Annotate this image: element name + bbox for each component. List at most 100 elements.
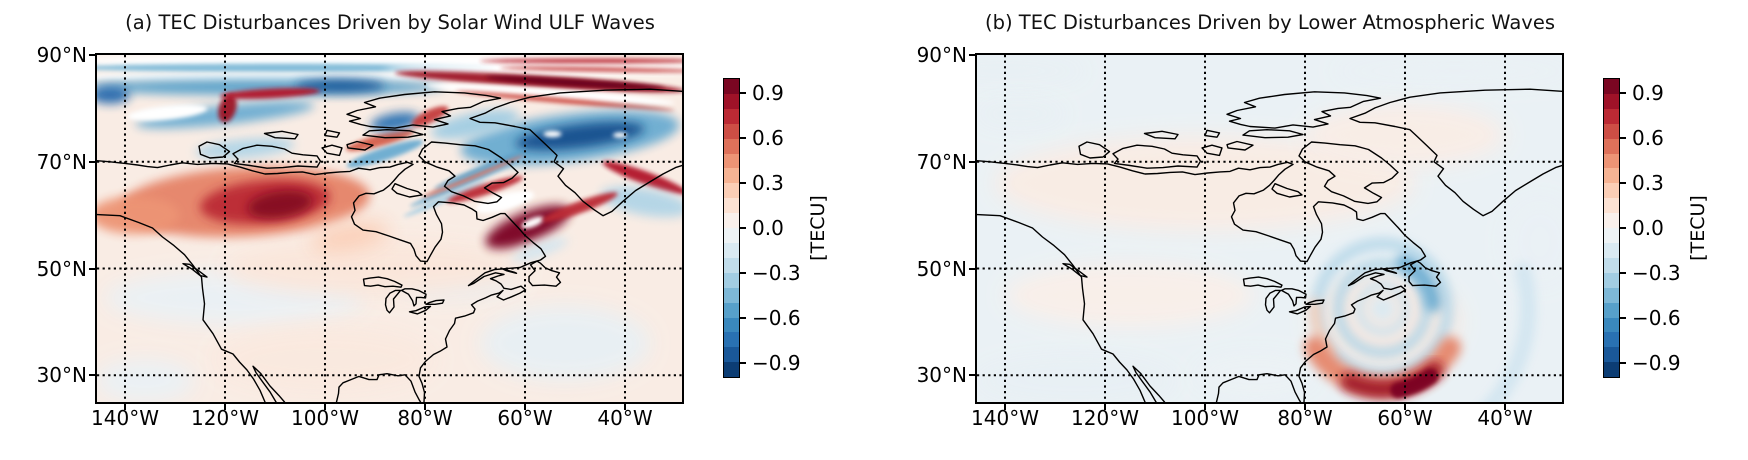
colorbar-tick-mark [1620,362,1626,364]
panel-b-title: (b) TEC Disturbances Driven by Lower Atm… [985,11,1555,34]
y-tick-label: 70°N [916,149,967,174]
x-tick-mark [624,404,626,411]
colorbar-tick-label: −0.9 [1632,351,1681,375]
colorbar-tick-label: 0.0 [1632,216,1664,240]
colorbar-segment [1604,302,1619,318]
map-panel-a [94,52,684,404]
colorbar-tick-mark [740,362,746,364]
colorbar-segment [724,108,739,124]
y-tick-mark [968,267,975,270]
graticule [976,54,1562,402]
contour-map-b [976,54,1562,402]
coastlines [976,88,1562,402]
colorbar-segment [1604,317,1619,333]
colorbar-segment [724,302,739,318]
colorbar-tick-label: 0.6 [752,126,784,150]
x-tick-mark [224,404,226,411]
colorbar-segment [1604,347,1619,363]
x-tick-mark [1104,404,1106,411]
y-tick-label: 50°N [36,256,87,281]
colorbar-segment [724,79,739,94]
colorbar-segment [1604,153,1619,169]
colorbar-tick-mark [1620,272,1626,274]
colorbar-segment [724,317,739,333]
colorbar-segment [724,272,739,288]
colorbar-segment [724,242,739,258]
colorbar-tick-label: −0.3 [752,261,801,285]
colorbar-tick-mark [1620,137,1626,139]
colorbar-segment [1604,332,1619,348]
x-tick-mark [524,404,526,411]
colorbar-tick-mark [1620,92,1626,94]
colorbar-tick-label: 0.0 [752,216,784,240]
colorbar-segment [724,362,739,378]
colorbar-segment [724,257,739,273]
colorbar-tick-label: −0.6 [752,306,801,330]
y-tick-label: 30°N [916,363,967,388]
colorbar-tick-mark [740,272,746,274]
colorbar-segment [724,287,739,303]
colorbar-tick-mark [1620,317,1626,319]
panel-a-title: (a) TEC Disturbances Driven by Solar Win… [125,11,655,34]
x-tick-mark [424,404,426,411]
colorbar-segment [1604,198,1619,214]
contour-map-a [96,54,682,402]
colorbar-segment [1604,183,1619,199]
colorbar-segment [724,228,739,243]
colorbar-tick-label: 0.3 [752,171,784,195]
colorbar-segment [1604,228,1619,243]
colorbar-tick-label: 0.9 [1632,81,1664,105]
graticule [96,54,682,402]
colorbar-segment [1604,123,1619,139]
colorbar-tick-mark [740,137,746,139]
y-tick-mark [88,54,95,56]
colorbar-segment [724,153,739,169]
colorbar-segment [1604,257,1619,273]
colorbar-a [723,78,740,378]
colorbar-segment [1604,272,1619,288]
colorbar-tick-label: −0.3 [1632,261,1681,285]
x-tick-mark [324,404,326,411]
y-tick-label: 30°N [36,363,87,388]
y-tick-mark [88,160,95,163]
colorbar-segment [1604,287,1619,303]
colorbar-segment [724,168,739,184]
colorbar-b [1603,78,1620,378]
x-tick-mark [1504,404,1506,411]
x-tick-mark [1304,404,1306,411]
x-tick-mark [1404,404,1406,411]
colorbar-tick-mark [1620,227,1626,229]
colorbar-tick-mark [740,317,746,319]
colorbar-tick-mark [740,227,746,229]
colorbar-tick-label: −0.6 [1632,306,1681,330]
colorbar-tick-label: 0.6 [1632,126,1664,150]
map-panel-b [974,52,1564,404]
y-tick-mark [88,374,95,377]
colorbar-segment [724,213,739,229]
colorbar-tick-label: 0.9 [752,81,784,105]
x-tick-mark [1004,404,1006,411]
colorbar-tick-label: 0.3 [1632,171,1664,195]
colorbar-segment [1604,213,1619,229]
y-tick-mark [968,54,975,56]
colorbar-segment [1604,242,1619,258]
colorbar-tick-mark [740,92,746,94]
colorbar-tick-mark [1620,182,1626,184]
colorbar-segment [1604,108,1619,124]
x-tick-mark [1204,404,1206,411]
colorbar-tick-mark [740,182,746,184]
colorbar-segment [724,138,739,154]
colorbar-segment [724,183,739,199]
colorbar-segment [724,123,739,139]
colorbar-segment [1604,93,1619,109]
y-tick-mark [968,160,975,163]
y-tick-label: 90°N [36,43,87,67]
colorbar-unit-label: [TECU] [807,195,829,261]
colorbar-segment [1604,168,1619,184]
x-tick-mark [124,404,126,411]
colorbar-segment [724,198,739,214]
y-tick-mark [968,374,975,377]
colorbar-segment [724,347,739,363]
y-tick-label: 90°N [916,43,967,67]
colorbar-segment [724,332,739,348]
